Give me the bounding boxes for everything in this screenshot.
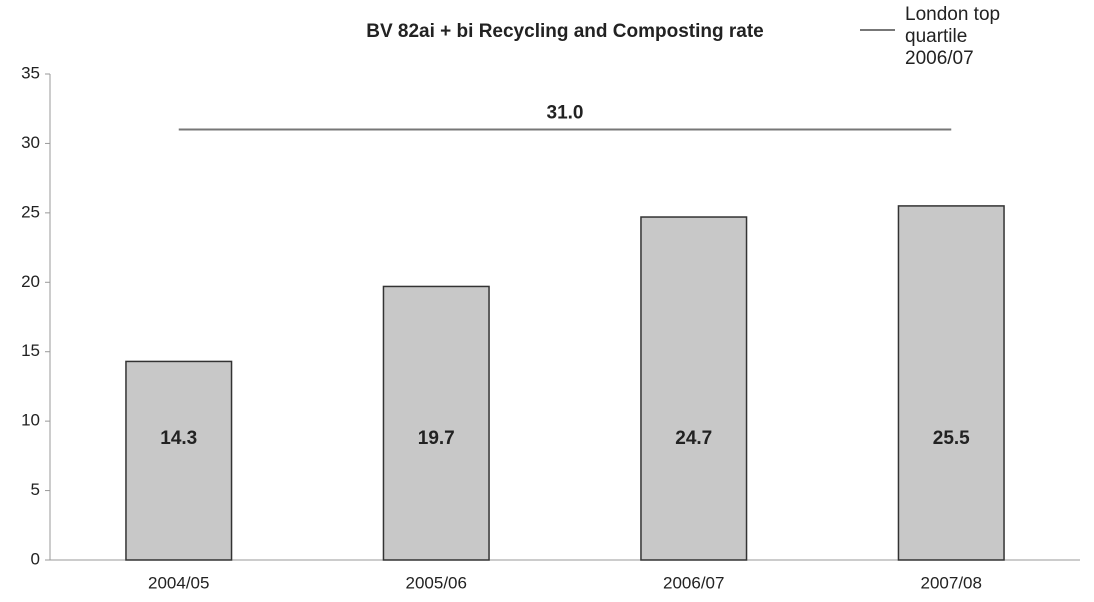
reference-label: 31.0	[547, 103, 584, 124]
data-label: 25.5	[933, 428, 970, 449]
bar	[382, 285, 490, 561]
chart-title: BV 82ai + bi Recycling and Composting ra…	[366, 21, 764, 42]
y-tick-label: 30	[21, 133, 40, 152]
y-tick-label: 5	[31, 480, 40, 499]
bar	[125, 360, 233, 561]
y-tick-label: 25	[21, 202, 40, 221]
y-tick-label: 15	[21, 341, 40, 360]
data-label: 24.7	[675, 428, 712, 449]
data-label: 14.3	[160, 428, 197, 449]
y-tick-label: 20	[21, 272, 40, 291]
x-tick-label: 2004/05	[148, 573, 209, 592]
legend-label: London top quartile 2006/07	[905, 4, 1001, 69]
x-tick-label: 2005/06	[406, 573, 467, 592]
x-tick-label: 2006/07	[663, 573, 724, 592]
y-tick-label: 35	[21, 63, 40, 82]
bar	[640, 216, 748, 561]
y-tick-label: 10	[21, 411, 40, 430]
bar	[897, 205, 1005, 561]
x-tick-label: 2007/08	[921, 573, 982, 592]
y-tick-label: 0	[31, 549, 40, 568]
data-label: 19.7	[418, 428, 455, 449]
